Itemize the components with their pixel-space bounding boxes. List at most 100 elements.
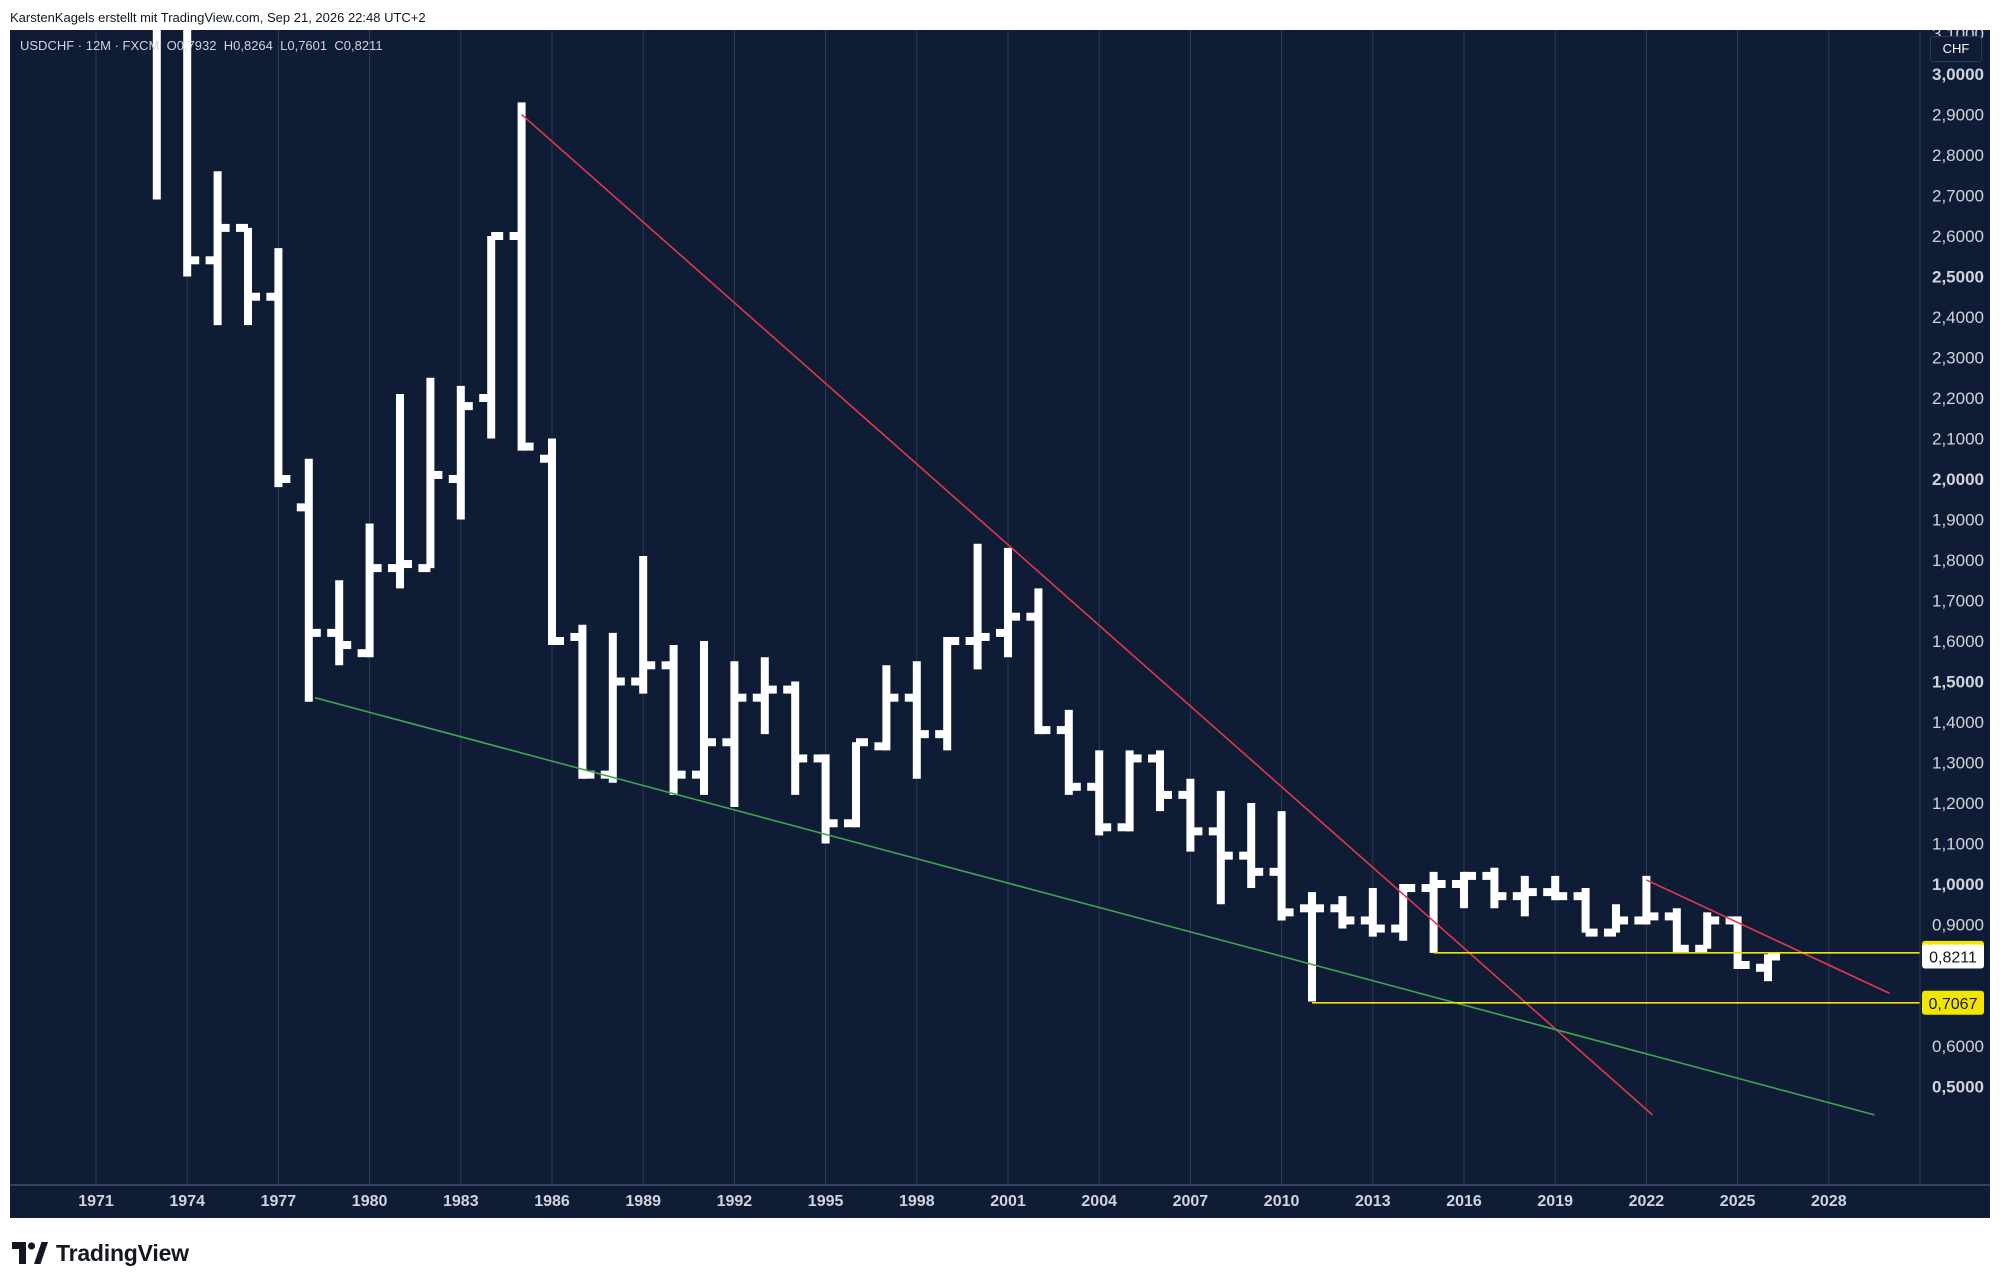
y-tick-1,5000: 1,5000 <box>1932 673 1984 692</box>
ohlc-bar-1975[interactable] <box>205 171 230 326</box>
y-tick-2,3000: 2,3000 <box>1932 349 1984 368</box>
x-tick-1977: 1977 <box>261 1193 297 1210</box>
trendline-resistance-main[interactable] <box>521 113 1654 1116</box>
ohlc-bar-2013[interactable] <box>1360 888 1385 937</box>
ohlc-bar-1982[interactable] <box>418 377 443 573</box>
ohlc-bar-1986[interactable] <box>540 438 564 646</box>
ohlc-bar-1998[interactable] <box>904 661 929 779</box>
ohlc-bar-1984[interactable] <box>479 232 504 439</box>
x-tick-1989: 1989 <box>625 1193 661 1210</box>
y-tick-2,1000: 2,1000 <box>1932 430 1984 449</box>
ohlc-bar-1980[interactable] <box>357 523 382 658</box>
ohlc-bar-2024[interactable] <box>1695 912 1720 953</box>
legend-open: O0,7932 <box>166 38 217 53</box>
ohlc-bar-2016[interactable] <box>1452 871 1476 909</box>
x-tick-2028: 2028 <box>1811 1193 1847 1210</box>
ohlc-bar-2019[interactable] <box>1543 875 1568 901</box>
tradingview-logo-icon <box>12 1242 48 1264</box>
ohlc-bar-1999[interactable] <box>935 636 960 751</box>
ohlc-bar-1973[interactable] <box>145 30 169 200</box>
ohlc-bar-2025[interactable] <box>1725 916 1750 970</box>
legend-close: C0,8211 <box>334 38 383 53</box>
currency-button[interactable]: CHF <box>1930 36 1982 62</box>
ohlc-bar-2011[interactable] <box>1300 892 1324 1002</box>
y-tick-1,1000: 1,1000 <box>1932 835 1984 854</box>
x-tick-2007: 2007 <box>1173 1193 1209 1210</box>
ohlc-bar-1974[interactable] <box>175 30 200 277</box>
ohlc-bar-2023[interactable] <box>1664 908 1689 953</box>
legend-high: H0,8264 <box>223 38 273 53</box>
y-tick-1,4000: 1,4000 <box>1932 713 1984 732</box>
y-tick-2,0000: 2,0000 <box>1932 470 1984 489</box>
ohlc-bar-2003[interactable] <box>1056 709 1081 795</box>
ohlc-bar-2005[interactable] <box>1117 750 1142 832</box>
y-tick-2,6000: 2,6000 <box>1932 227 1984 246</box>
x-tick-1971: 1971 <box>78 1193 114 1210</box>
x-tick-2016: 2016 <box>1446 1193 1482 1210</box>
ohlc-bar-2007[interactable] <box>1178 778 1203 852</box>
ohlc-bar-1992[interactable] <box>722 661 747 808</box>
y-tick-1,8000: 1,8000 <box>1932 551 1984 570</box>
ohlc-bar-1988[interactable] <box>600 632 625 783</box>
x-tick-1986: 1986 <box>534 1193 570 1210</box>
ohlc-bar-1994[interactable] <box>783 681 808 795</box>
ohlc-bar-2008[interactable] <box>1208 790 1233 905</box>
chart-area[interactable]: 3,10003,00002,90002,80002,70002,60002,50… <box>10 30 1990 1218</box>
x-tick-1992: 1992 <box>717 1193 753 1210</box>
ohlc-bar-1983[interactable] <box>448 385 473 520</box>
time-axis: 1971 1974 1977 1980 1983 1986 1989 1992 1995 1998… <box>10 1184 1990 1218</box>
ohlc-bar-2020[interactable] <box>1573 888 1598 937</box>
tradingview-brand-text: TradingView <box>56 1239 189 1266</box>
x-tick-1974: 1974 <box>169 1193 205 1210</box>
ohlc-bar-2012[interactable] <box>1330 896 1355 929</box>
ohlc-bar-1985[interactable] <box>509 102 534 451</box>
x-tick-2001: 2001 <box>990 1193 1026 1210</box>
ohlc-bar-2001[interactable] <box>996 547 1020 658</box>
ohlc-bar-2021[interactable] <box>1604 904 1628 937</box>
ohlc-bar-1977[interactable] <box>266 248 291 488</box>
ohlc-bar-1997[interactable] <box>874 665 899 751</box>
price-chart-svg[interactable]: 3,10003,00002,90002,80002,70002,60002,50… <box>10 30 1990 1218</box>
ohlc-bar-2004[interactable] <box>1087 750 1112 836</box>
y-tick-3,0000: 3,0000 <box>1932 65 1984 84</box>
ohlc-bar-1990[interactable] <box>661 645 686 795</box>
ohlc-bar-1989[interactable] <box>631 555 656 694</box>
ohlc-bar-2010[interactable] <box>1269 811 1294 921</box>
trendline-support[interactable] <box>314 696 1875 1116</box>
ohlc-bar-1995[interactable] <box>813 754 838 844</box>
y-tick-2,8000: 2,8000 <box>1932 146 1984 165</box>
tradingview-logo[interactable]: TradingView <box>12 1236 189 1270</box>
x-tick-2025: 2025 <box>1720 1193 1756 1210</box>
price-label-0,8211: 0,8211 <box>1922 944 1984 969</box>
ohlc-bar-2014[interactable] <box>1391 884 1416 941</box>
legend-low: L0,7601 <box>280 38 328 53</box>
ohlc-bar-2015[interactable] <box>1421 871 1446 953</box>
ohlc-bar-2017[interactable] <box>1482 867 1507 909</box>
ohlc-bar-1987[interactable] <box>570 624 595 779</box>
price-label-0,7067: 0,7067 <box>1922 990 1984 1015</box>
y-tick-2,5000: 2,5000 <box>1932 268 1984 287</box>
ohlc-bar-2022[interactable] <box>1634 875 1659 925</box>
ohlc-bar-2009[interactable] <box>1239 803 1264 889</box>
ohlc-bar-2006[interactable] <box>1148 750 1172 812</box>
ohlc-bar-2002[interactable] <box>1026 588 1051 735</box>
ohlc-bar-1996[interactable] <box>844 738 868 828</box>
y-tick-1,9000: 1,9000 <box>1932 511 1984 530</box>
y-tick-1,0000: 1,0000 <box>1932 875 1984 894</box>
y-tick-2,2000: 2,2000 <box>1932 389 1984 408</box>
ohlc-bar-1981[interactable] <box>388 393 412 589</box>
ohlc-bar-2018[interactable] <box>1512 875 1537 917</box>
ohlc-bar-2026[interactable] <box>1756 952 1780 982</box>
svg-text:0,7067: 0,7067 <box>1929 996 1978 1013</box>
ohlc-bar-1991[interactable] <box>692 641 716 795</box>
ohlc-bar-1979[interactable] <box>327 580 352 666</box>
ohlc-bar-1978[interactable] <box>296 458 321 702</box>
y-tick-0,5000: 0,5000 <box>1932 1078 1984 1097</box>
x-tick-1995: 1995 <box>808 1193 844 1210</box>
ohlc-bar-1976[interactable] <box>236 223 260 326</box>
ohlc-bar-2000[interactable] <box>965 543 990 670</box>
y-tick-1,3000: 1,3000 <box>1932 754 1984 773</box>
y-tick-2,7000: 2,7000 <box>1932 187 1984 206</box>
trendline-resistance-recent[interactable] <box>1646 879 1890 995</box>
ohlc-bar-1993[interactable] <box>752 657 777 735</box>
